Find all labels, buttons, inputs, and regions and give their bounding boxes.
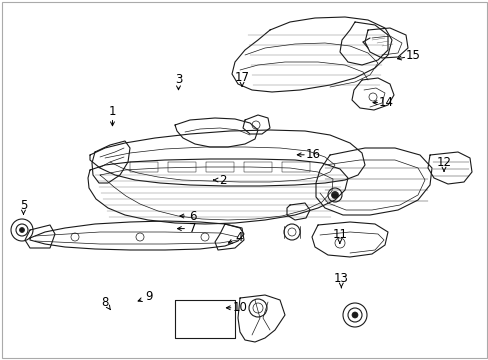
Text: 9: 9 — [145, 291, 153, 303]
Text: 11: 11 — [332, 228, 346, 240]
Text: 14: 14 — [378, 96, 393, 109]
Text: 4: 4 — [235, 231, 243, 244]
Text: 7: 7 — [189, 222, 197, 235]
Text: 3: 3 — [174, 73, 182, 86]
Text: 16: 16 — [305, 148, 320, 161]
Text: 8: 8 — [101, 296, 109, 309]
Text: 1: 1 — [108, 105, 116, 118]
Text: 10: 10 — [232, 301, 246, 314]
Text: 13: 13 — [333, 273, 348, 285]
Text: 2: 2 — [218, 174, 226, 186]
Text: 6: 6 — [189, 210, 197, 222]
Text: 15: 15 — [405, 49, 420, 62]
Text: 5: 5 — [20, 199, 27, 212]
Circle shape — [20, 228, 24, 233]
Circle shape — [351, 312, 357, 318]
Circle shape — [331, 192, 338, 198]
Text: 12: 12 — [436, 156, 450, 168]
Text: 17: 17 — [234, 71, 249, 84]
